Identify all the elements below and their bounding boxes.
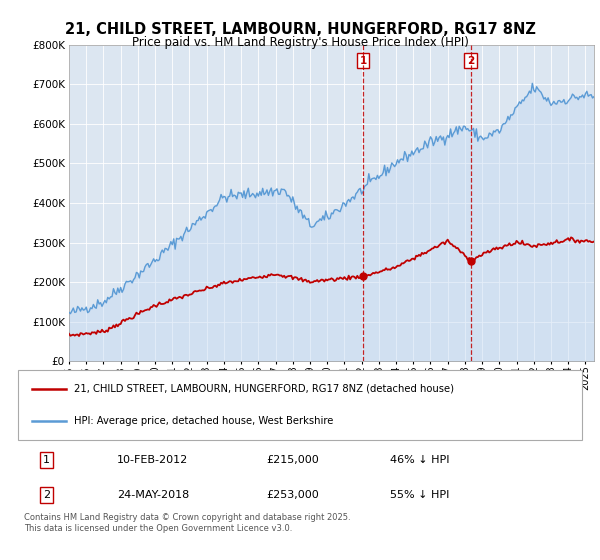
Text: £215,000: £215,000 (266, 455, 319, 465)
Text: 24-MAY-2018: 24-MAY-2018 (116, 490, 189, 500)
Text: 10-FEB-2012: 10-FEB-2012 (116, 455, 188, 465)
Text: 1: 1 (359, 55, 367, 66)
Text: 1: 1 (43, 455, 50, 465)
Text: 21, CHILD STREET, LAMBOURN, HUNGERFORD, RG17 8NZ (detached house): 21, CHILD STREET, LAMBOURN, HUNGERFORD, … (74, 384, 454, 394)
Text: 2: 2 (467, 55, 474, 66)
Text: £253,000: £253,000 (266, 490, 319, 500)
Text: 55% ↓ HPI: 55% ↓ HPI (390, 490, 449, 500)
Text: Price paid vs. HM Land Registry's House Price Index (HPI): Price paid vs. HM Land Registry's House … (131, 36, 469, 49)
Text: HPI: Average price, detached house, West Berkshire: HPI: Average price, detached house, West… (74, 416, 334, 426)
Text: 21, CHILD STREET, LAMBOURN, HUNGERFORD, RG17 8NZ: 21, CHILD STREET, LAMBOURN, HUNGERFORD, … (65, 22, 535, 38)
Text: 46% ↓ HPI: 46% ↓ HPI (390, 455, 450, 465)
Text: 2: 2 (43, 490, 50, 500)
FancyBboxPatch shape (18, 370, 582, 440)
Text: Contains HM Land Registry data © Crown copyright and database right 2025.
This d: Contains HM Land Registry data © Crown c… (23, 514, 350, 533)
